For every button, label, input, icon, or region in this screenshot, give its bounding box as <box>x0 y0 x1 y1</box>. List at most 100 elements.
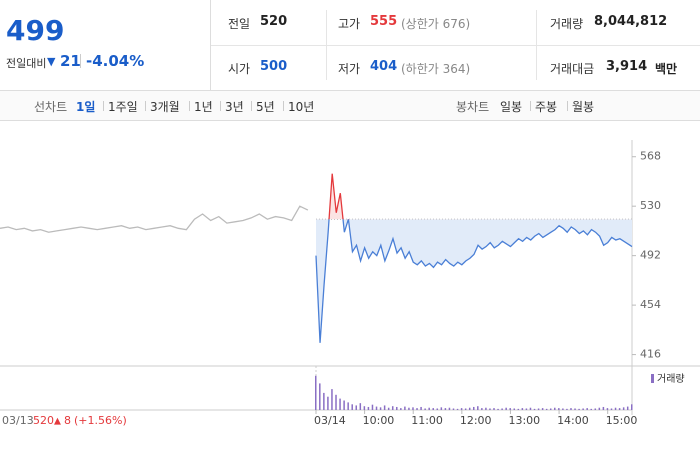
area-below <box>316 219 632 343</box>
period-tab[interactable]: 1일 <box>76 100 96 114</box>
volume-bar <box>383 405 386 410</box>
stat-label: 거래량 <box>550 17 584 31</box>
volume-bar <box>404 406 406 410</box>
stat-value: 500 <box>260 59 288 74</box>
y-tick-label: 530 <box>640 199 661 212</box>
stat-value: 8,044,812 <box>594 14 668 29</box>
period-tab[interactable]: 5년 <box>256 100 275 114</box>
volume-bar <box>371 404 374 410</box>
volume-bar <box>493 408 495 410</box>
area-above <box>316 173 632 220</box>
volume-bar <box>420 406 422 410</box>
volume-bar <box>347 402 349 410</box>
status-date: 03/13 <box>2 414 34 427</box>
tab-sep <box>220 101 221 111</box>
volume-bar <box>578 408 580 410</box>
stat-value: 520 <box>260 14 288 29</box>
sep <box>80 54 81 68</box>
volume-bar <box>505 407 507 410</box>
volume-bar <box>549 408 552 410</box>
tab-sep <box>145 101 146 111</box>
candle-tab[interactable]: 월봉 <box>572 100 595 114</box>
col-sep <box>536 10 537 80</box>
volume-bar <box>460 408 463 410</box>
volume-bar <box>501 408 503 410</box>
volume-bar <box>375 406 378 410</box>
volume-bar <box>558 408 560 410</box>
price-line <box>315 219 633 343</box>
x-tick-label: 12:00 <box>460 414 492 427</box>
stat-value: 555 <box>370 14 398 29</box>
volume-bar <box>436 408 439 410</box>
stat-label: 시가 <box>228 62 251 76</box>
down-icon: ▼ <box>47 55 56 68</box>
x-tick-label: 13:00 <box>508 414 540 427</box>
tab-label: 봉차트 <box>456 100 490 114</box>
volume-bar <box>428 407 430 410</box>
volume-bar <box>529 407 532 410</box>
volume-bar <box>327 396 329 410</box>
volume-bar <box>359 403 362 410</box>
volume-bar <box>517 408 520 410</box>
period-tab[interactable]: 3년 <box>225 100 244 114</box>
volume-bar <box>521 408 524 410</box>
volume-bar <box>448 407 451 410</box>
stat-value: 3,914 <box>606 59 648 74</box>
y-tick-label: 416 <box>640 348 661 361</box>
tab-label: 선차트 <box>34 100 68 114</box>
stat-label: 전일 <box>228 17 251 31</box>
x-tick-label: 03/14 <box>314 414 346 427</box>
volume-bar <box>570 408 572 410</box>
status-change: 8 <box>64 414 71 427</box>
volume-bar <box>440 407 443 410</box>
volume-bar <box>424 408 426 410</box>
volume-bar <box>610 408 613 410</box>
volume-bar <box>606 408 609 410</box>
volume-bar <box>331 389 333 410</box>
volume-bar <box>343 400 345 410</box>
change-pct: -4.04% <box>86 52 145 70</box>
period-tab[interactable]: 1년 <box>194 100 213 114</box>
volume-bar <box>481 408 483 410</box>
volume-bar <box>363 406 366 410</box>
stat-unit: 백만 <box>655 62 678 76</box>
volume-bar <box>614 407 617 410</box>
volume-bar <box>541 408 544 410</box>
volume-bar <box>391 406 394 410</box>
volume-bar <box>489 408 491 410</box>
volume-bar <box>562 408 564 410</box>
tab-sep <box>567 101 568 111</box>
volume-bar <box>590 408 592 410</box>
y-tick-label: 492 <box>640 249 661 262</box>
y-tick-label: 568 <box>640 150 661 163</box>
price: 499 <box>6 14 65 47</box>
volume-bar <box>396 406 398 410</box>
price-box: 499 전일대비 ▼ 21 -4.04% <box>0 0 211 90</box>
x-tick-label: 10:00 <box>363 414 395 427</box>
volume-bar <box>525 408 528 410</box>
volume-bar <box>477 406 479 410</box>
volume-bar <box>319 383 321 410</box>
tab-bar: 선차트 봉차트 1일 1주일 3개월 1년 3년 5년 10년 일봉 주봉 월봉 <box>0 90 700 121</box>
candle-tab[interactable]: 주봉 <box>535 100 558 114</box>
volume-bar <box>456 408 459 410</box>
volume-bar <box>618 408 621 410</box>
stat-label: 저가 <box>338 62 361 76</box>
stat-value: 404 <box>370 59 398 74</box>
period-tab[interactable]: 1주일 <box>108 100 138 114</box>
period-tab[interactable]: 3개월 <box>150 100 180 114</box>
volume-bar <box>351 404 353 410</box>
tab-sep <box>530 101 531 111</box>
volume-bar <box>468 407 471 410</box>
volume-bar <box>509 408 511 410</box>
tab-sep <box>283 101 284 111</box>
volume-bar <box>444 408 447 410</box>
period-tab[interactable]: 10년 <box>288 100 315 114</box>
volume-bar <box>355 405 358 410</box>
volume-bar <box>497 408 499 410</box>
candle-tab[interactable]: 일봉 <box>500 100 523 114</box>
volume-bar <box>537 408 540 410</box>
volume-bar <box>631 404 633 410</box>
tab-sep <box>189 101 190 111</box>
